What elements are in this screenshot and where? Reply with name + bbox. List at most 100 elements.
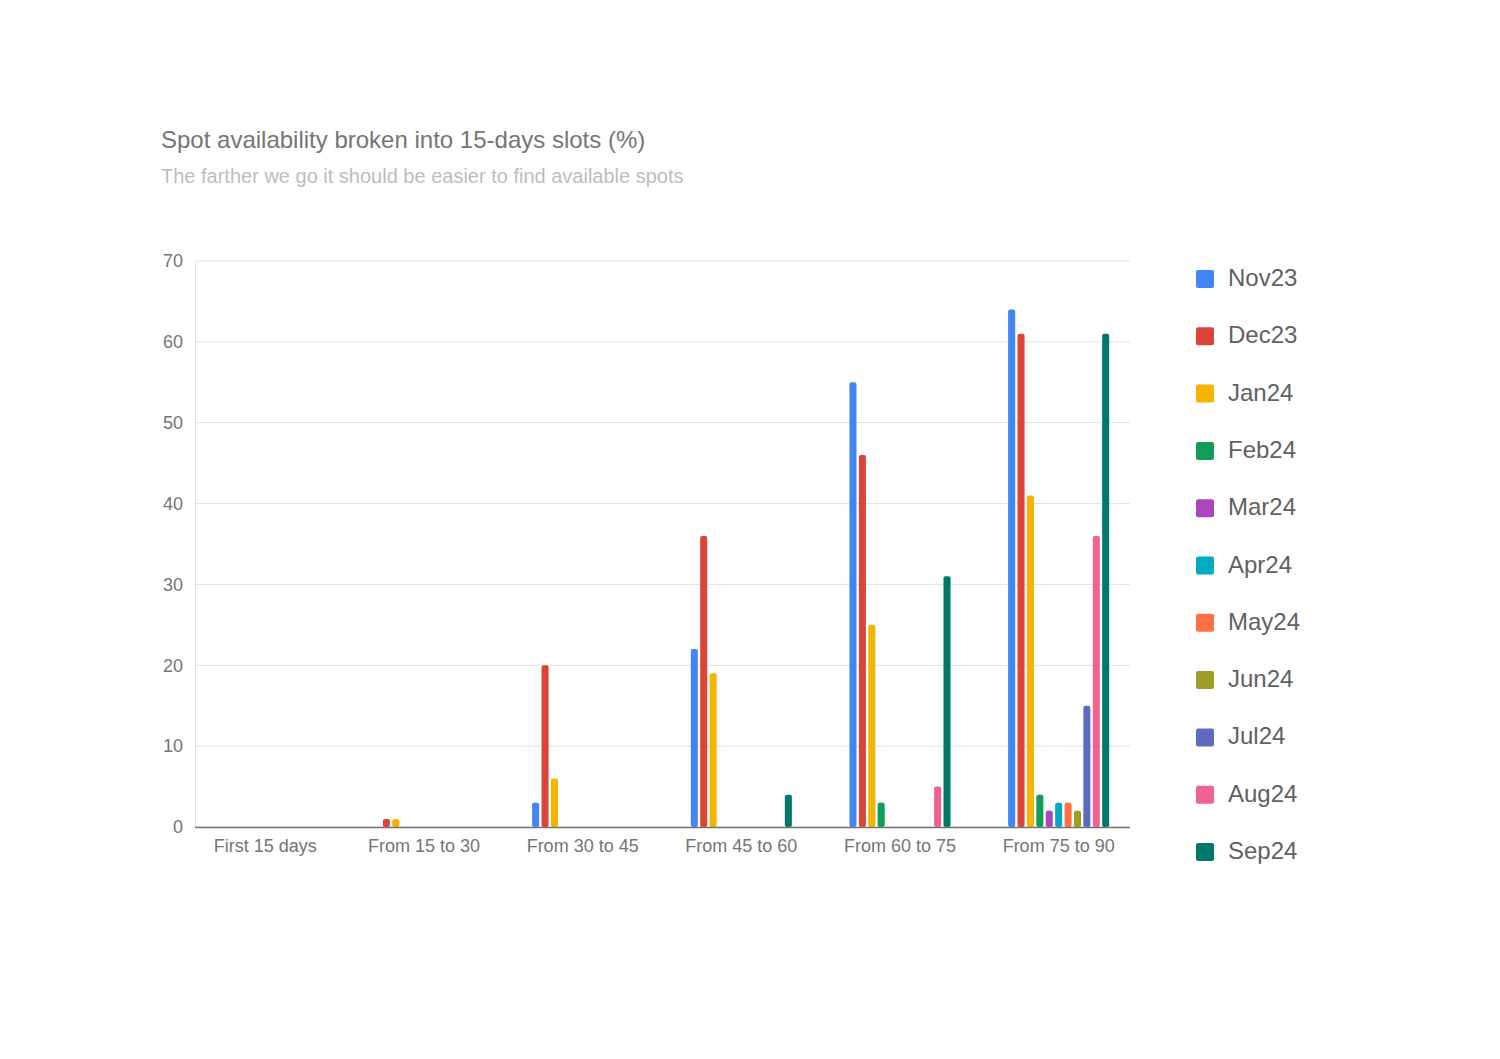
x-tick-label: First 15 days bbox=[214, 836, 317, 856]
x-axis: First 15 days From 15 to 30 From 30 to 45 F… bbox=[195, 827, 1130, 856]
y-tick-label: 30 bbox=[163, 575, 183, 595]
legend-swatch bbox=[1196, 843, 1214, 861]
y-tick: 40 bbox=[163, 494, 195, 514]
bar bbox=[1102, 334, 1109, 827]
bar-series bbox=[532, 310, 1015, 827]
grid-line bbox=[195, 584, 1130, 585]
legend-swatch bbox=[1196, 786, 1214, 804]
bar bbox=[1027, 495, 1034, 827]
y-tick-label: 10 bbox=[163, 736, 183, 756]
bar bbox=[1036, 795, 1043, 827]
legend-label: Dec23 bbox=[1228, 321, 1297, 348]
bar-series bbox=[1055, 803, 1062, 827]
bar bbox=[710, 673, 717, 827]
y-tick: 50 bbox=[163, 413, 195, 433]
y-tick: 0 bbox=[173, 817, 195, 837]
legend-swatch bbox=[1196, 442, 1214, 460]
grid-line bbox=[195, 827, 1130, 828]
y-tick: 70 bbox=[163, 251, 195, 271]
x-tick-label: From 30 to 45 bbox=[527, 836, 639, 856]
legend-swatch bbox=[1196, 557, 1214, 575]
bar-series bbox=[934, 536, 1100, 827]
legend-label: Jan24 bbox=[1228, 379, 1293, 406]
bar bbox=[1074, 811, 1081, 827]
x-tick: From 15 to 30 bbox=[368, 827, 480, 856]
legend-item: Jan24 bbox=[1196, 379, 1293, 406]
bar-series bbox=[1074, 811, 1081, 827]
grid-line bbox=[195, 422, 1130, 423]
legend-swatch bbox=[1196, 499, 1214, 517]
bar bbox=[700, 536, 707, 827]
legend-item: Dec23 bbox=[1196, 321, 1297, 348]
bar bbox=[392, 819, 399, 827]
bar bbox=[785, 795, 792, 827]
y-tick-label: 0 bbox=[173, 817, 183, 837]
legend: Nov23Dec23Jan24Feb24Mar24Apr24May24Jun24… bbox=[1196, 264, 1300, 864]
grid-line bbox=[195, 261, 1130, 262]
x-tick: From 60 to 75 bbox=[844, 827, 956, 856]
legend-label: May24 bbox=[1228, 608, 1300, 635]
y-tick-label: 60 bbox=[163, 332, 183, 352]
grid-line bbox=[195, 503, 1130, 504]
legend-item: Sep24 bbox=[1196, 837, 1297, 864]
legend-label: Apr24 bbox=[1228, 551, 1292, 578]
y-tick-label: 70 bbox=[163, 251, 183, 271]
legend-swatch bbox=[1196, 327, 1214, 345]
y-tick: 10 bbox=[163, 736, 195, 756]
legend-label: Mar24 bbox=[1228, 493, 1296, 520]
bar bbox=[1055, 803, 1062, 827]
bar bbox=[934, 787, 941, 827]
grid bbox=[195, 261, 1130, 827]
bar-series bbox=[383, 334, 1025, 827]
bar-series bbox=[785, 334, 1109, 827]
legend-label: Jun24 bbox=[1228, 665, 1293, 692]
x-tick: First 15 days bbox=[214, 827, 317, 856]
bar bbox=[859, 455, 866, 827]
bar-series bbox=[1046, 811, 1053, 827]
bar bbox=[1046, 811, 1053, 827]
y-tick-label: 50 bbox=[163, 413, 183, 433]
grid-line bbox=[195, 341, 1130, 342]
legend-item: May24 bbox=[1196, 608, 1300, 635]
y-tick: 60 bbox=[163, 332, 195, 352]
legend-item: Jun24 bbox=[1196, 665, 1293, 692]
legend-swatch bbox=[1196, 270, 1214, 288]
legend-label: Feb24 bbox=[1228, 436, 1296, 463]
bar bbox=[1008, 310, 1015, 827]
x-tick-label: From 45 to 60 bbox=[685, 836, 797, 856]
x-tick-label: From 75 to 90 bbox=[1003, 836, 1115, 856]
y-tick: 30 bbox=[163, 575, 195, 595]
bar bbox=[551, 778, 558, 827]
x-tick-label: From 15 to 30 bbox=[368, 836, 480, 856]
chart: Spot availability broken into 15-days sl… bbox=[0, 0, 1500, 1059]
bar bbox=[1083, 706, 1090, 827]
bar-series bbox=[878, 795, 1044, 827]
legend-item: Jul24 bbox=[1196, 722, 1285, 749]
title: Spot availability broken into 15-days sl… bbox=[161, 126, 645, 153]
bar bbox=[849, 382, 856, 827]
bar-series bbox=[1065, 803, 1072, 827]
y-tick-label: 20 bbox=[163, 656, 183, 676]
grid-line bbox=[195, 665, 1130, 666]
legend-item: Apr24 bbox=[1196, 551, 1292, 578]
grid-line bbox=[195, 746, 1130, 747]
legend-swatch bbox=[1196, 385, 1214, 403]
y-tick: 20 bbox=[163, 656, 195, 676]
bars bbox=[383, 310, 1109, 827]
bar bbox=[383, 819, 390, 827]
x-tick-label: From 60 to 75 bbox=[844, 836, 956, 856]
subtitle: The farther we go it should be easier to… bbox=[161, 165, 684, 187]
bar bbox=[878, 803, 885, 827]
bar bbox=[1018, 334, 1025, 827]
bar bbox=[542, 665, 549, 827]
legend-swatch bbox=[1196, 614, 1214, 632]
legend-swatch bbox=[1196, 671, 1214, 689]
legend-swatch bbox=[1196, 728, 1214, 746]
bar-series bbox=[1083, 706, 1090, 827]
legend-label: Jul24 bbox=[1228, 722, 1285, 749]
bar-series bbox=[392, 495, 1034, 827]
x-axis-line bbox=[195, 827, 1130, 829]
legend-item: Feb24 bbox=[1196, 436, 1296, 463]
legend-label: Aug24 bbox=[1228, 780, 1297, 807]
y-tick-label: 40 bbox=[163, 494, 183, 514]
